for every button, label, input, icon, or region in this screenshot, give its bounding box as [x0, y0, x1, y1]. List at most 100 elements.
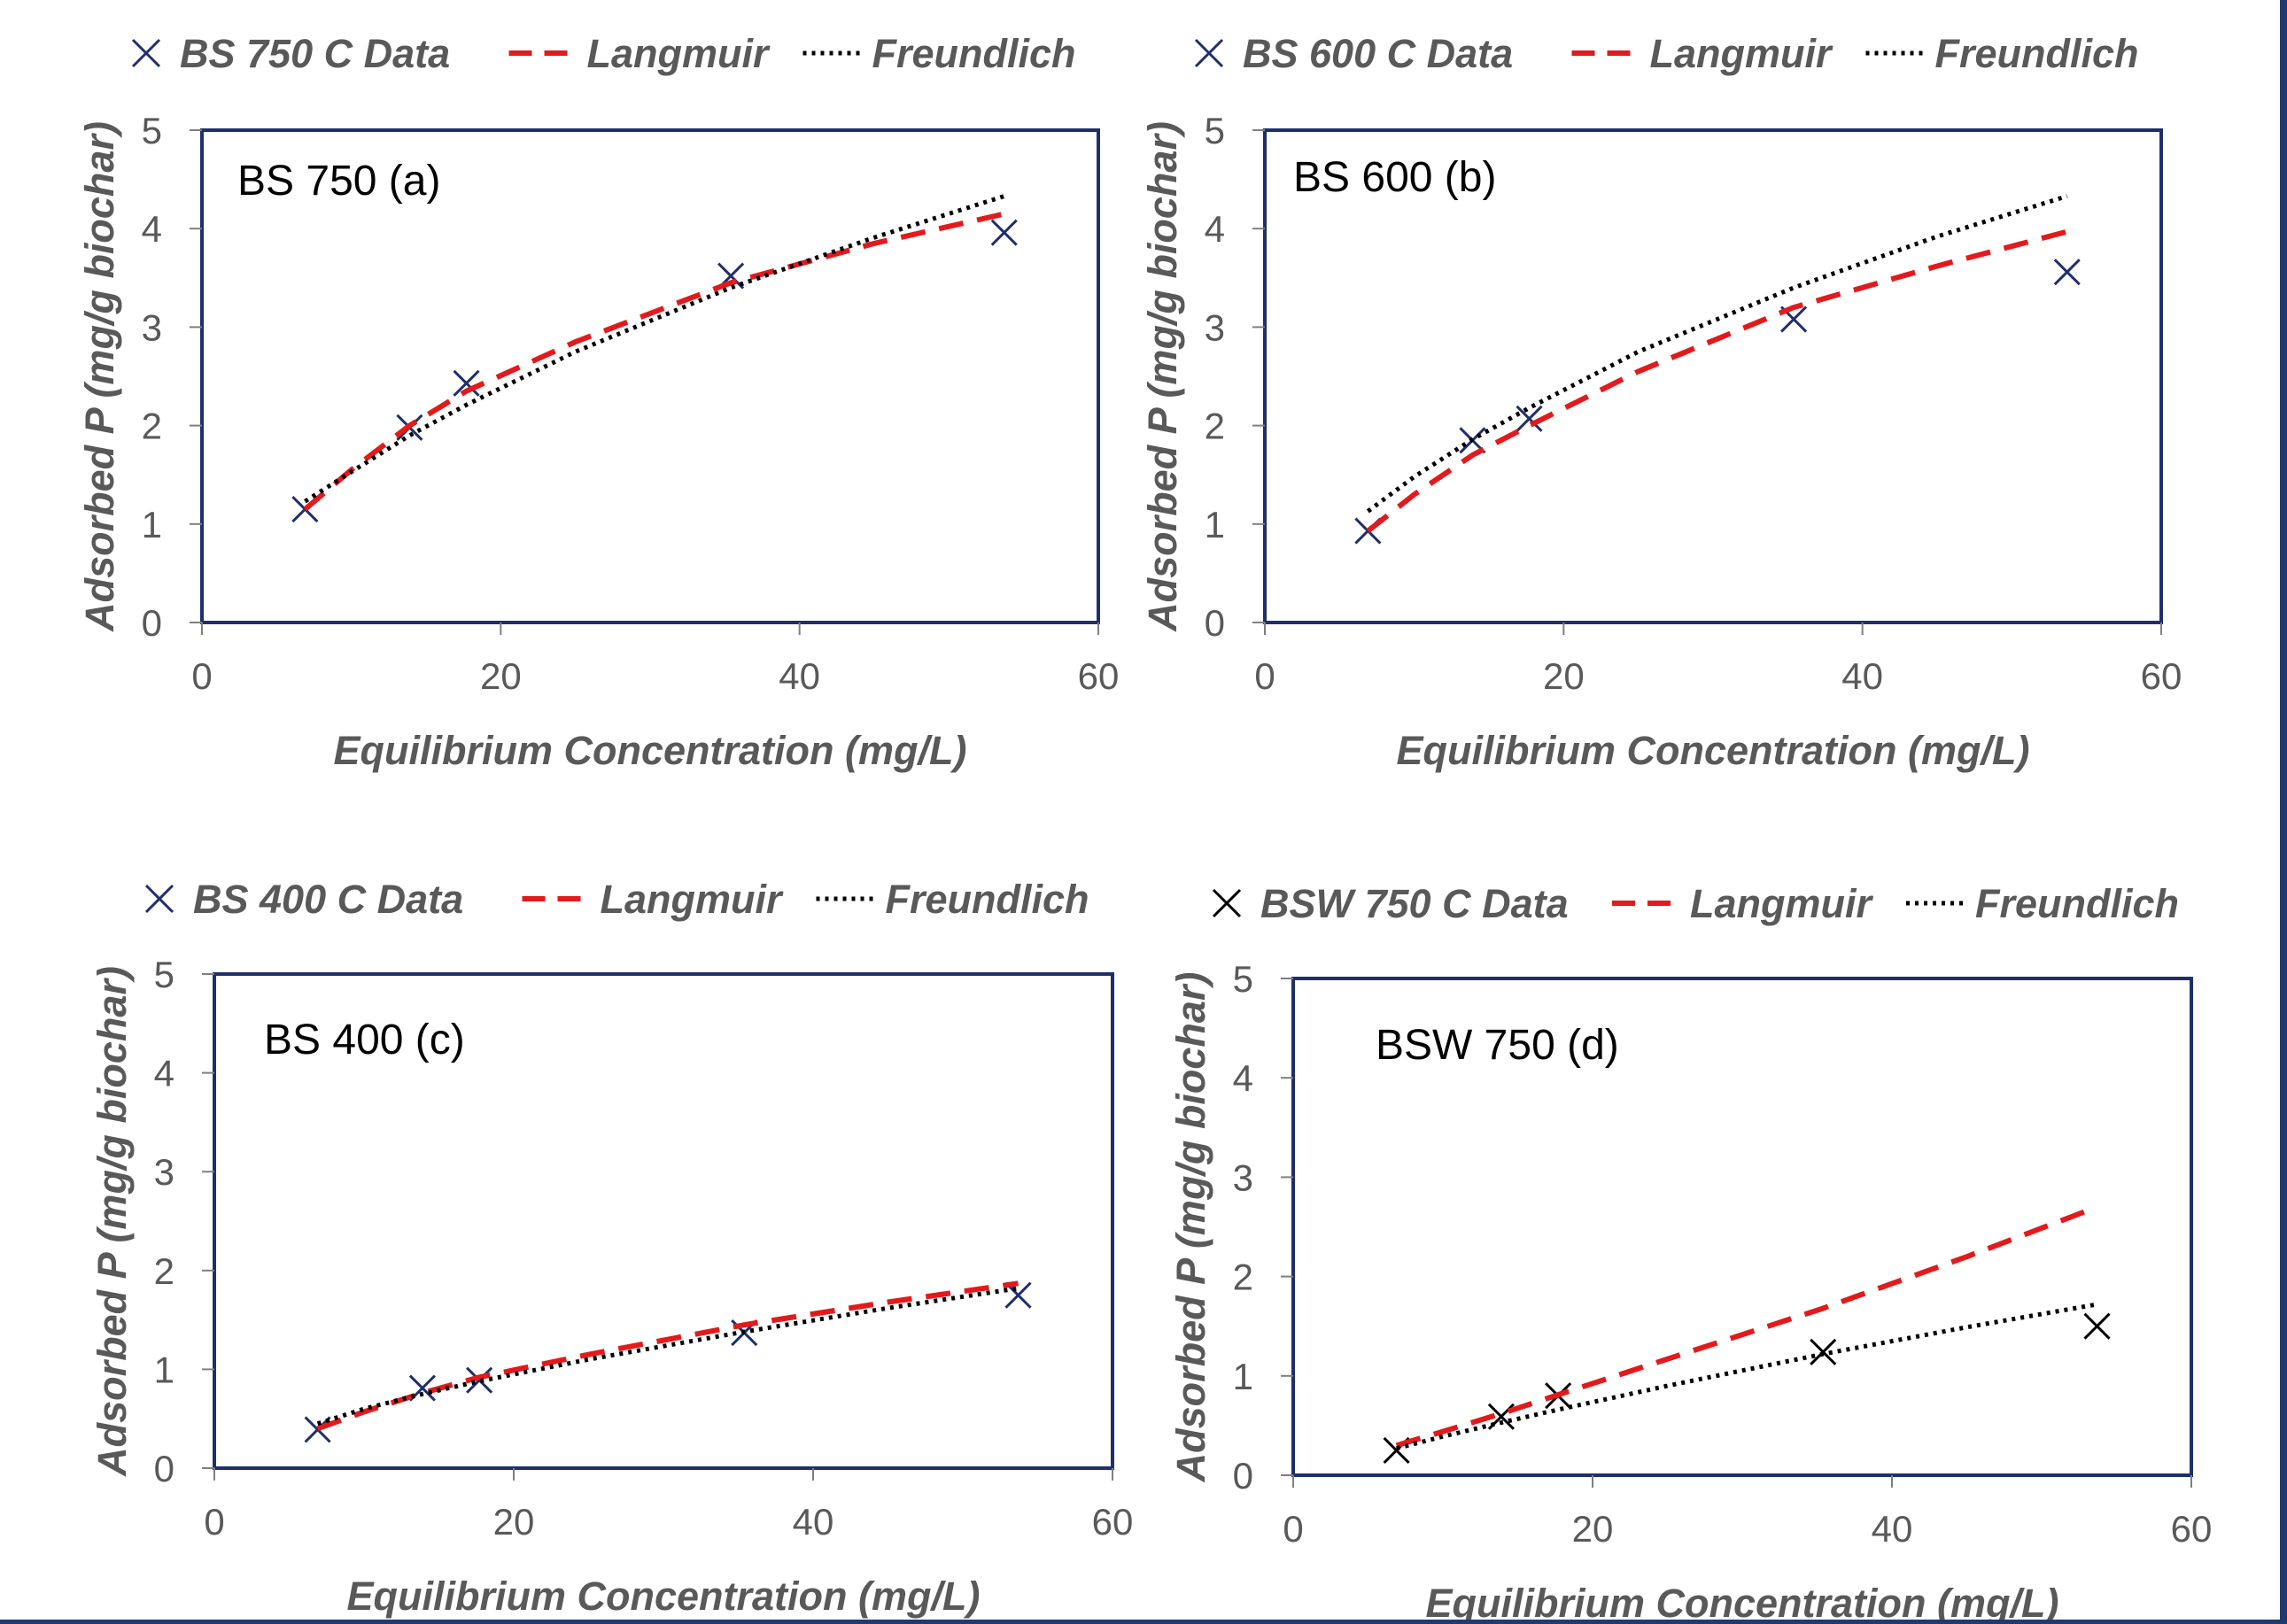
y-tick-label: 4: [1205, 208, 1225, 250]
x-tick-label: 40: [779, 655, 820, 697]
langmuir-fit-line: [303, 211, 1005, 512]
x-tick-label: 20: [1543, 655, 1585, 697]
data-point-marker: [466, 1366, 493, 1394]
y-tick-label: 1: [142, 504, 162, 545]
y-tick-label: 2: [1205, 406, 1225, 447]
panel-label: BS 600 (b): [1293, 154, 1496, 201]
x-axis-title: Equilibrium Concentration (mg/L): [334, 728, 967, 773]
y-tick-label: 5: [1205, 110, 1225, 151]
x-tick-label: 40: [1872, 1508, 1913, 1550]
y-tick-label: 1: [1205, 504, 1225, 545]
legend-label-langmuir: Langmuir: [1650, 31, 1833, 76]
x-tick-label: 20: [493, 1501, 535, 1543]
data-point-marker: [304, 1416, 331, 1443]
x-tick-label: 60: [2171, 1508, 2213, 1550]
x-tick-label: 0: [1254, 655, 1275, 697]
legend-label-data: BSW 750 C Data: [1260, 881, 1569, 926]
legend-label-freundlich: Freundlich: [1935, 31, 2139, 76]
x-axis-title: Equilibrium Concentration (mg/L): [1426, 1581, 2059, 1620]
marker-stroke: [1780, 305, 1808, 333]
y-tick-label: 4: [154, 1053, 174, 1094]
marker-stroke: [453, 369, 480, 397]
legend-marker: [144, 884, 174, 914]
chart-legend: BS 400 C Data Langmuir Freundlich: [144, 877, 1089, 922]
x-tick-label: 60: [2141, 655, 2182, 697]
y-tick-label: 0: [142, 602, 162, 644]
y-axis-title: Adsorbed P (mg/g biochar): [77, 121, 122, 632]
chart-legend: BS 600 C Data Langmuir Freundlich: [1194, 31, 2139, 76]
y-tick-label: 3: [154, 1151, 174, 1193]
y-tick-label: 4: [142, 208, 162, 250]
chart-panel-2: 0 20 40 60 0 1 2 3 4 5 Equilibrium Concentration (…: [1140, 31, 2182, 773]
legend-marker: [1212, 888, 1242, 918]
y-tick-label: 1: [154, 1349, 174, 1390]
panel-label: BSW 750 (d): [1376, 1022, 1619, 1069]
y-tick-label: 2: [142, 406, 162, 447]
langmuir-fit-line: [1366, 228, 2068, 533]
freundlich-fit-line: [316, 1286, 1019, 1427]
y-tick-label: 0: [1233, 1455, 1253, 1496]
legend-label-data: BS 400 C Data: [193, 877, 463, 922]
chart-panel-3: 0 20 40 60 0 1 2 3 4 5 Equilibrium Concentration (…: [89, 877, 1133, 1619]
x-tick-label: 60: [1092, 1501, 1134, 1543]
x-tick-label: 0: [1283, 1508, 1303, 1550]
panel-label: BS 750 (a): [237, 158, 440, 205]
marker-stroke: [304, 1416, 331, 1443]
y-axis-title: Adsorbed P (mg/g biochar): [1140, 121, 1185, 632]
x-tick-label: 40: [1841, 655, 1883, 697]
y-axis-title: Adsorbed P (mg/g biochar): [1168, 972, 1213, 1483]
y-tick-label: 3: [1205, 306, 1225, 348]
plot-frame: [1263, 128, 2163, 624]
legend-label-langmuir: Langmuir: [1690, 881, 1873, 926]
marker-stroke: [1004, 1281, 1032, 1309]
chart-legend: BS 750 C Data Langmuir Freundlich: [131, 31, 1076, 76]
legend-label-langmuir: Langmuir: [601, 877, 784, 922]
marker-stroke: [2083, 1312, 2111, 1340]
chart-legend: BSW 750 C Data Langmuir Freundlich: [1212, 881, 2179, 926]
panel-label: BS 400 (c): [264, 1017, 465, 1063]
y-tick-label: 0: [1205, 602, 1225, 644]
x-axis-title: Equilibrium Concentration (mg/L): [1397, 728, 2030, 773]
data-point-marker: [453, 369, 480, 397]
marker-stroke: [466, 1366, 493, 1394]
y-tick-label: 5: [154, 954, 174, 995]
x-tick-label: 0: [204, 1501, 224, 1543]
y-tick-label: 2: [1233, 1257, 1253, 1298]
langmuir-fit-line: [316, 1280, 1019, 1432]
data-point-marker: [990, 219, 1018, 246]
x-tick-label: 40: [793, 1501, 834, 1543]
plot-frame: [1291, 977, 2193, 1477]
y-tick-label: 1: [1233, 1356, 1253, 1397]
y-tick-label: 3: [1233, 1156, 1253, 1198]
chart-panel-4: 0 20 40 60 0 1 2 3 4 5 Equilibrium Concentration (…: [1168, 881, 2213, 1624]
data-point-marker: [2053, 259, 2081, 286]
legend-marker: [131, 38, 161, 68]
y-tick-label: 4: [1233, 1057, 1253, 1099]
legend-marker: [1194, 38, 1224, 68]
marker-stroke: [990, 219, 1018, 246]
legend-label-freundlich: Freundlich: [872, 31, 1076, 76]
freundlich-fit-line: [1395, 1302, 2097, 1451]
data-point-marker: [1516, 405, 1543, 432]
x-axis-title: Equilibrium Concentration (mg/L): [347, 1574, 981, 1619]
x-tick-label: 20: [480, 655, 522, 697]
x-tick-label: 60: [1078, 655, 1120, 697]
y-tick-label: 5: [1233, 958, 1253, 1000]
data-point-marker: [2083, 1312, 2111, 1340]
freundlich-fit-line: [304, 194, 1005, 504]
y-axis-title: Adsorbed P (mg/g biochar): [89, 966, 135, 1477]
marker-stroke: [2053, 259, 2081, 286]
plot-frame: [213, 972, 1114, 1470]
langmuir-fit-line: [1395, 1204, 2098, 1449]
plot-frame: [200, 128, 1100, 624]
legend-label-freundlich: Freundlich: [1975, 881, 2179, 926]
y-tick-label: 3: [142, 306, 162, 348]
legend-label-data: BS 600 C Data: [1243, 31, 1513, 76]
legend-label-freundlich: Freundlich: [886, 877, 1089, 922]
marker-stroke: [1516, 405, 1543, 432]
x-tick-label: 20: [1572, 1508, 1614, 1550]
freundlich-fit-line: [1366, 194, 2068, 514]
y-tick-label: 2: [154, 1250, 174, 1292]
